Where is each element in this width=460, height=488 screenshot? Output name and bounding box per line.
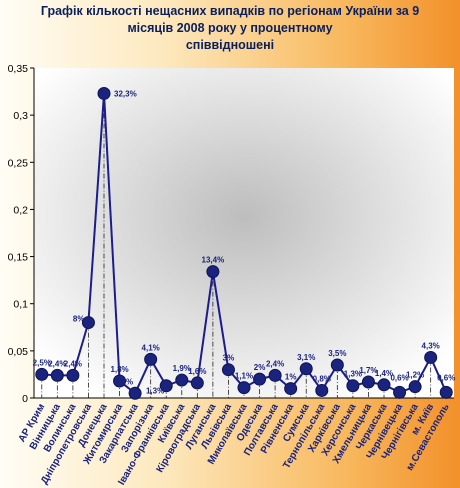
y-tick-label: 0,3 [13,110,28,122]
y-tick-label: 0,1 [13,299,28,311]
y-tick-label: 0,2 [13,204,28,216]
data-label: 0,6% [437,373,455,382]
data-label: 2,4% [64,359,82,368]
data-point [330,358,344,372]
data-label: 0,5% [115,377,133,386]
data-point [361,375,375,389]
data-label: 3% [223,354,235,363]
data-label: 1,6% [188,367,206,376]
data-point [221,363,235,377]
data-label: 2,4% [266,359,284,368]
data-point [284,382,298,396]
data-point [66,368,80,382]
data-point [299,362,313,376]
data-label: 8% [73,315,85,324]
data-label: 1,4% [375,369,393,378]
data-label: 2,5% [33,358,51,367]
data-label: 1,3% [344,370,362,379]
data-point [346,379,360,393]
data-point [128,386,142,400]
y-tick-label: 0,25 [8,157,29,169]
data-label: 0,6% [390,373,408,382]
data-point [175,373,189,387]
data-label: 2% [254,363,266,372]
data-point [97,86,111,100]
chart-title-line-3: співвідношені [185,38,275,52]
data-point [81,316,95,330]
data-point [206,265,220,279]
data-point [439,385,453,399]
data-point [159,379,173,393]
data-point [237,381,251,395]
data-point [113,374,127,388]
data-label: 4,3% [422,341,440,350]
data-label: 2,4% [48,359,66,368]
data-label: 1,3% [146,387,164,396]
data-label: 1,2% [406,371,424,380]
data-label: 0,8% [313,374,331,383]
data-point [190,376,204,390]
data-point [144,352,158,366]
data-point [408,380,422,394]
y-tick-label: 0,35 [8,63,29,75]
data-label: 4,1% [142,343,160,352]
chart-title-line-2: місяців 2008 року у процентному [127,21,333,35]
data-label: 1,1% [235,372,253,381]
data-point [393,385,407,399]
data-label: 1,7% [359,366,377,375]
data-point [377,378,391,392]
chart-title-line-1: Графік кількості нещасних випадків по ре… [40,4,420,18]
plot-area [34,68,454,398]
y-tick-label: 0 [22,393,28,405]
y-tick-label: 0,15 [8,252,29,264]
data-point [424,350,438,364]
y-tick-label: 0,05 [8,346,29,358]
data-label: 13,4% [202,256,225,265]
data-point [50,368,64,382]
data-label: 32,3% [114,89,137,98]
data-point [315,383,329,397]
data-point [253,372,267,386]
data-label: 1% [285,373,297,382]
data-label: 3,1% [297,353,315,362]
data-point [268,368,282,382]
data-label: 3,5% [328,349,346,358]
data-label: 1,8% [110,365,128,374]
data-label: 1,9% [173,364,191,373]
data-point [35,367,49,381]
